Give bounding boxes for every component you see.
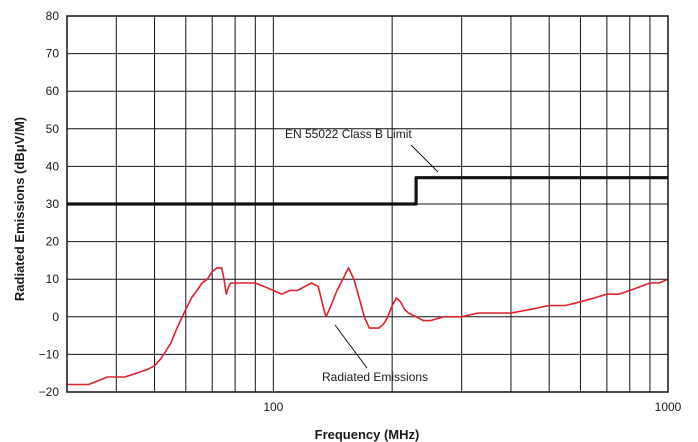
- y-tick-label: 40: [46, 159, 60, 173]
- x-tick-label: 100: [263, 400, 283, 414]
- limit-annotation: EN 55022 Class B Limit: [285, 127, 439, 173]
- y-tick-label: 30: [46, 197, 60, 211]
- emissions-annotation-leader: [334, 324, 368, 369]
- y-tick-label: 80: [46, 9, 60, 23]
- y-tick-label: −20: [39, 385, 60, 399]
- limit-line: [67, 176, 668, 206]
- x-axis-title: Frequency (MHz): [315, 427, 420, 442]
- emissions-line: [67, 267, 669, 386]
- y-tick-label: 0: [52, 310, 59, 324]
- y-tick-label: 50: [46, 122, 60, 136]
- limit-annotation-leader: [410, 144, 439, 173]
- grid-lines: [67, 16, 668, 392]
- emissions-annotation-label: Radiated Emissions: [322, 370, 428, 384]
- x-tick-label: 1000: [655, 400, 682, 414]
- y-tick-label: 70: [46, 47, 60, 61]
- y-tick-label: 10: [46, 272, 60, 286]
- plot-frame: [66, 15, 669, 393]
- limit-annotation-label: EN 55022 Class B Limit: [285, 127, 412, 141]
- y-tick-label: −10: [39, 347, 60, 361]
- series-layer: [67, 176, 669, 386]
- tick-labels: −20 −10 0 10 20 30 40 50 60 70 80 100 1000: [39, 9, 682, 414]
- y-tick-label: 20: [46, 235, 60, 249]
- y-axis-title: Radiated Emissions (dBμV/M): [12, 117, 27, 301]
- emissions-annotation: Radiated Emissions: [322, 324, 428, 384]
- y-tick-label: 60: [46, 84, 60, 98]
